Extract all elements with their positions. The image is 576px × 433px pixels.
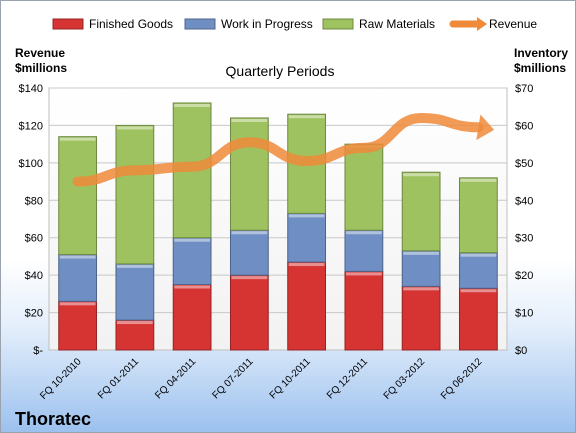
bar-segment [115,263,155,321]
x-tick-label: FQ 06-2012 [439,356,485,402]
axis-titles: Revenue $millions Inventory $millions Qu… [15,46,568,79]
legend: Finished Goods Work in Progress Raw Materi… [52,17,537,31]
left-tick-label: $100 [19,158,43,170]
bar-highlight [231,276,268,280]
bar-segment [458,287,498,351]
right-tick-label: $70 [515,83,533,95]
bar-highlight [116,264,153,268]
left-tick-label: $20 [25,308,43,320]
bar-segment [401,285,441,351]
x-tick-label: FQ 04-2011 [153,356,198,401]
right-tick-label: $20 [515,270,533,282]
legend-swatch [322,18,354,30]
right-tick-label: $50 [515,158,533,170]
company-name: Thoratec [15,409,91,429]
right-tick-label: $30 [515,233,533,245]
left-tick-label: $140 [19,83,43,95]
bar-highlight [345,272,382,276]
legend-label: Work in Progress [221,17,313,31]
bar-highlight [345,231,382,235]
bar-segment [115,319,155,351]
legend-label: Revenue [489,17,537,31]
left-axis-title-line2: $millions [15,61,67,75]
bar-segment [172,284,212,351]
stacked-bars [58,102,498,351]
bar-segment [58,300,98,351]
bar-segment [458,177,498,254]
bar-highlight [288,115,325,119]
bar-segment [287,261,327,351]
bar-segment [344,143,384,231]
bar-highlight [59,302,96,306]
x-tick-label: FQ 03-2012 [382,356,428,402]
legend-label: Raw Materials [359,17,435,31]
revenue-arrowhead [476,114,495,141]
left-tick-label: $120 [19,120,43,132]
bar-highlight [460,178,497,182]
bar-segment [344,270,384,351]
bar-highlight [288,214,325,218]
legend-swatch [184,18,216,30]
bar-segment [458,252,498,289]
bar-segment [229,229,269,276]
revenue-line [72,112,495,187]
x-tick-label: FQ 12-2011 [325,356,370,401]
bar-segment [287,212,327,263]
bar-highlight [231,231,268,235]
bar-highlight [59,255,96,259]
legend-swatch [52,18,84,30]
right-tick-label: $60 [515,120,533,132]
right-tick-label: $40 [515,195,533,207]
bar-highlight [174,285,211,289]
bar-highlight [116,321,153,325]
bar-highlight [116,126,153,130]
legend-label: Finished Goods [89,17,173,31]
left-tick-label: $- [33,345,43,357]
bar-segment [401,250,441,287]
bar-segment [229,274,269,351]
bar-highlight [460,289,497,293]
x-tick-label: FQ 10-2010 [38,356,84,402]
left-tick-label: $40 [25,270,43,282]
legend-arrow-swatch [477,17,487,31]
x-tick-label: FQ 07-2011 [211,356,256,401]
plot-title: Quarterly Periods [226,63,335,79]
left-tick-label: $80 [25,195,43,207]
bar-segment [172,237,212,285]
bar-highlight [59,137,96,141]
bar-segment [58,136,98,256]
bar-segment [401,171,441,252]
bar-highlight [460,253,497,257]
x-tick-label: FQ 01-2011 [96,356,141,401]
left-tick-label: $60 [25,233,43,245]
left-axis-title-line1: Revenue [15,46,65,60]
bar-segment [115,124,155,265]
right-tick-label: $10 [515,308,533,320]
bar-highlight [403,251,440,255]
bar-highlight [174,103,211,107]
x-tick-label: FQ 10-2011 [268,356,313,401]
right-axis-title-line1: Inventory [514,46,568,60]
revenue-line-path [72,112,484,187]
bar-segment [229,117,269,231]
bar-highlight [174,238,211,242]
bar-segment [58,254,98,302]
right-tick-label: $0 [515,345,527,357]
bar-highlight [231,118,268,122]
bar-highlight [403,173,440,177]
right-axis-title-line2: $millions [514,61,566,75]
bar-highlight [288,263,325,267]
bar-segment [344,229,384,272]
bar-highlight [403,287,440,291]
